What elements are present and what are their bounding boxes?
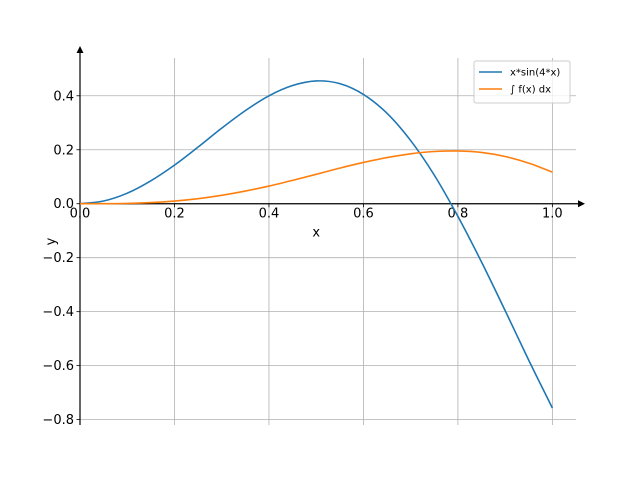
ticks: 0.0 0.2 0.4 0.6 0.8 1.0 −0.8 −0.6 −0.4 −0.2 0.0 0.2… [42,89,562,428]
grid-lines [80,58,576,425]
x-tick-label-3: 0.6 [353,207,374,222]
y-axis-arrow [76,46,84,53]
x-tick-label-5: 1.0 [542,207,563,222]
legend-label-1: ∫ f(x) dx [510,85,551,96]
y-tick-label-3: −0.2 [42,251,74,266]
x-tick-label-2: 0.4 [259,207,280,222]
legend-label-0: x*sin(4*x) [510,68,560,79]
series-line-1 [79,150,553,205]
axes [76,46,585,425]
x-tick-label-0: 0.0 [70,207,91,222]
y-tick-label-5: 0.2 [53,143,74,158]
x-tick-label-1: 0.2 [164,207,185,222]
legend: x*sin(4*x) ∫ f(x) dx [473,60,571,104]
y-tick-label-0: −0.8 [42,413,74,428]
x-axis-title: x [312,226,320,241]
y-tick-label-4: 0.0 [53,197,74,212]
series-line-0 [79,80,554,409]
y-tick-label-1: −0.6 [42,359,74,374]
y-tick-label-2: −0.4 [42,305,74,320]
y-axis-title: y [44,237,59,245]
x-axis-arrow [578,200,585,208]
series-layer [79,80,554,409]
y-tick-label-6: 0.4 [53,89,74,104]
x-tick-label-4: 0.8 [448,207,469,222]
